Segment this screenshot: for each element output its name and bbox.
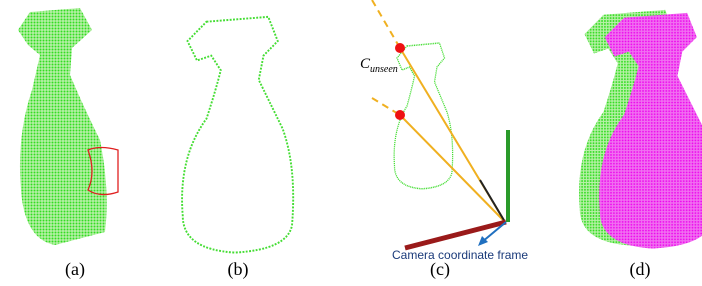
camera-label: Camera coordinate frame: [392, 248, 528, 262]
panel-label: (d): [630, 259, 651, 280]
panel-d: (d): [579, 10, 702, 280]
panel-label: (b): [228, 259, 249, 280]
panel-a: (a): [18, 8, 118, 280]
figure: (a) (b) Cunseen Camera coordinate frame …: [0, 0, 702, 286]
ray: [400, 115, 505, 222]
ray: [372, 0, 400, 48]
contour: [182, 17, 293, 253]
subscript: unseen: [370, 64, 398, 75]
panel-label: (c): [430, 259, 450, 280]
point-cloud-magenta: [599, 13, 702, 249]
panel-c: Cunseen Camera coordinate frame (c): [360, 0, 528, 280]
point: [395, 110, 405, 120]
panel-b: (b): [182, 17, 293, 280]
c-unseen: Cunseen: [360, 56, 398, 75]
panel-label: (a): [65, 259, 85, 280]
point-cloud: [18, 8, 107, 245]
point: [395, 43, 405, 53]
